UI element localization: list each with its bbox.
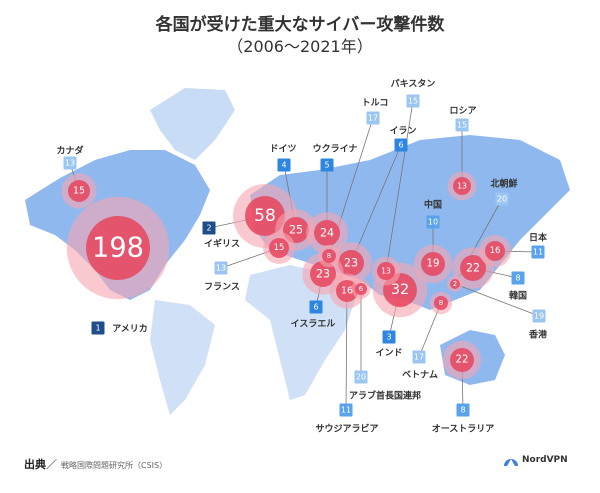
bubble-20 (355, 283, 367, 295)
country-name: フランス (204, 282, 240, 293)
country-name: ドイツ (269, 144, 297, 155)
country-name: 香港 (528, 330, 548, 341)
leader-line (350, 144, 402, 264)
nordvpn-logo: NordVPN (503, 453, 568, 467)
country-name: イスラエル (290, 319, 336, 330)
source-text: 戦略国際問題研究所（CSIS） (61, 461, 168, 470)
rank-badge: 2 (202, 221, 216, 235)
bubble-5 (338, 250, 364, 276)
attack-count: 2 (452, 280, 458, 288)
country-name: ウクライナ (312, 144, 358, 155)
leader-line (454, 283, 540, 317)
attack-count: 198 (92, 232, 144, 264)
rank-badge: 6 (309, 300, 323, 314)
bubble-0 (86, 216, 150, 280)
attack-count: 23 (315, 267, 331, 281)
rank-badge: 17 (366, 111, 380, 125)
rank-badge: 19 (532, 309, 546, 323)
rank-badge: 15 (406, 94, 420, 108)
attack-count: 6 (358, 285, 364, 293)
bubble-8 (450, 348, 474, 372)
rank-badge: 3 (382, 330, 396, 344)
attack-count: 8 (326, 252, 332, 260)
bubble-16 (322, 249, 336, 263)
country-name: トルコ (361, 98, 389, 109)
logo-text: NordVPN (522, 455, 568, 465)
country-name: イギリス (203, 239, 241, 250)
bubble-9 (421, 252, 445, 276)
bubbles (61, 171, 511, 380)
rank-badge: 1 (91, 321, 105, 335)
rank-badge: 8 (511, 271, 525, 285)
attack-count: 22 (465, 261, 481, 275)
attack-count: 22 (455, 354, 469, 366)
bubble-14 (377, 262, 395, 280)
attack-count: 15 (273, 243, 285, 253)
country-name: 北朝鮮 (490, 179, 518, 190)
rank-badge: 10 (426, 215, 440, 229)
attack-count: 13 (381, 266, 391, 276)
leader-line (345, 290, 348, 411)
attack-count: 16 (341, 285, 353, 297)
bubble-1 (245, 196, 285, 236)
rank-badge: 11 (531, 245, 545, 259)
country-name: 日本 (528, 233, 548, 244)
bubble-15 (453, 177, 471, 195)
bubble-12 (68, 180, 90, 202)
leader-line (385, 100, 414, 272)
country-name: アメリカ (112, 324, 148, 335)
rank-badge: 17 (412, 350, 426, 364)
country-name: オーストラリア (431, 424, 495, 435)
africa (245, 265, 355, 400)
source-note: 出典／ 戦略国際問題研究所（CSIS） (24, 456, 167, 472)
attack-count: 13 (457, 181, 467, 191)
country-name: サウジアラビア (315, 424, 379, 435)
rank-badge: 11 (339, 403, 353, 417)
nordvpn-mountain-icon (504, 459, 518, 466)
attack-count: 8 (438, 299, 444, 307)
greenland (150, 88, 235, 160)
attack-count: 15 (73, 185, 85, 197)
rank-badge: 4 (277, 158, 291, 172)
country-name: イラン (389, 126, 417, 137)
source-label: 出典 (24, 458, 46, 471)
attack-count: 23 (343, 256, 359, 270)
country-name: パキスタン (390, 79, 436, 90)
bubble-7 (460, 255, 486, 281)
country-name: ベトナム (402, 370, 438, 381)
bubble-13 (269, 238, 289, 258)
rank-badge: 15 (455, 118, 469, 132)
bubble-4 (314, 220, 340, 246)
country-name: 中国 (423, 200, 443, 211)
chart-subtitle: （2006〜2021年） (227, 37, 373, 56)
attack-count: 16 (489, 246, 501, 256)
source-separator: ／ (46, 458, 57, 471)
rank-badge: 13 (63, 156, 77, 170)
country-name: カナダ (56, 146, 84, 157)
country-name: アラブ首長国連邦 (348, 391, 422, 402)
chart-title: 各国が受けた重大なサイバー攻撃件数 (155, 15, 445, 35)
rank-badge: 8 (456, 403, 470, 417)
bubble-18 (450, 279, 460, 289)
bubble-11 (485, 241, 505, 261)
bubble-6 (310, 261, 336, 287)
attack-count: 58 (254, 206, 276, 226)
rank-badge: 20 (354, 370, 368, 384)
country-name: インド (375, 348, 403, 359)
rank-badge: 5 (320, 158, 334, 172)
attack-count: 32 (390, 282, 410, 298)
attack-count: 19 (426, 258, 440, 270)
rank-badge: 6 (394, 138, 408, 152)
rank-badge: 13 (214, 261, 228, 275)
attack-count: 24 (319, 226, 335, 240)
country-name: 韓国 (508, 291, 528, 302)
south-america (150, 300, 215, 415)
country-name: ロシア (449, 106, 477, 117)
attack-count: 25 (288, 223, 304, 237)
bubble-17 (434, 296, 448, 310)
rank-badge: 20 (495, 192, 509, 206)
